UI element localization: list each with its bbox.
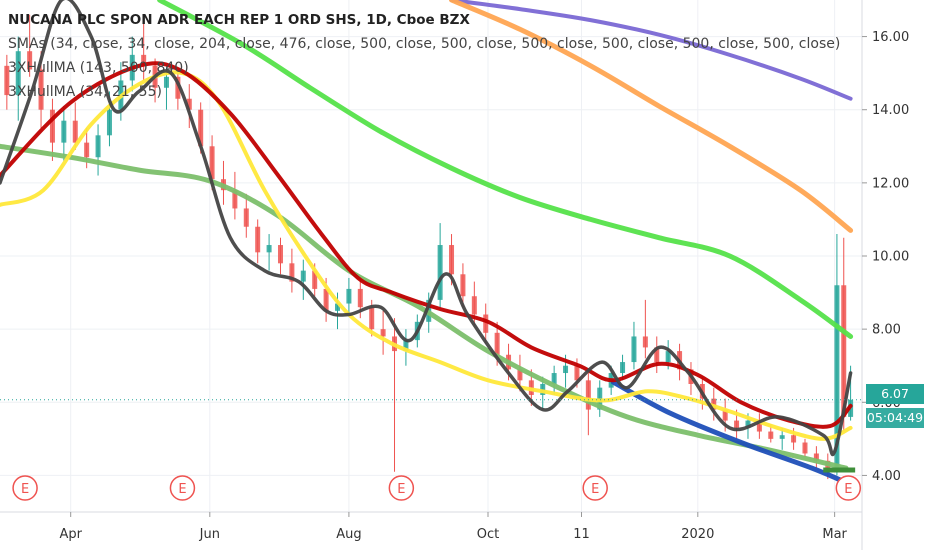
candle-body xyxy=(175,76,181,99)
candle-body xyxy=(460,274,466,297)
earnings-marker-label: E xyxy=(591,482,599,497)
series-line xyxy=(449,0,854,233)
candle-body xyxy=(802,442,808,454)
candle-body xyxy=(38,69,44,110)
candle-body xyxy=(289,263,295,282)
candle-body xyxy=(756,420,762,432)
y-tick-label: 16.00 xyxy=(872,30,909,45)
candle-body xyxy=(631,336,637,363)
candle-body xyxy=(232,190,238,209)
series-line xyxy=(0,143,849,471)
candle-body xyxy=(494,332,500,355)
bar-countdown: 05:04:49 xyxy=(866,408,924,428)
candle-body xyxy=(312,270,318,289)
candle-body xyxy=(734,420,740,428)
earnings-marker xyxy=(835,475,862,501)
candle-body xyxy=(813,453,819,461)
earnings-marker xyxy=(169,475,196,501)
candle-body xyxy=(768,431,774,439)
x-tick-label: Jun xyxy=(199,527,220,542)
legend-sma[interactable]: SMAs (34, close, 34, close, 204, close, … xyxy=(8,36,841,52)
candle-body xyxy=(791,435,797,443)
candle-body xyxy=(620,362,626,374)
candle-body xyxy=(163,76,169,88)
x-tick-label: Mar xyxy=(822,527,847,542)
earnings-marker xyxy=(388,475,415,501)
candle-body xyxy=(346,288,352,304)
candle-body xyxy=(665,351,671,363)
legend: NUCANA PLC SPON ADR EACH REP 1 ORD SHS, … xyxy=(8,8,840,104)
candle-body xyxy=(255,226,261,253)
candle-body xyxy=(585,380,591,410)
y-tick-label: 14.00 xyxy=(872,103,909,118)
candle-body xyxy=(834,285,840,472)
earnings-marker-label: E xyxy=(844,482,852,497)
candle-body xyxy=(15,51,21,96)
y-tick-label: 12.00 xyxy=(872,176,909,191)
candle-body xyxy=(49,109,55,143)
series-line xyxy=(0,70,853,441)
legend-title: NUCANA PLC SPON ADR EACH REP 1 ORD SHS, … xyxy=(8,12,470,28)
candle-body xyxy=(403,340,409,352)
earnings-marker xyxy=(582,475,608,501)
candle-body xyxy=(277,245,283,264)
candle-body xyxy=(369,307,375,330)
earnings-marker-label: E xyxy=(178,482,186,497)
candle-body xyxy=(186,98,192,110)
candle-body xyxy=(471,296,477,315)
candle-body xyxy=(357,288,363,308)
x-tick-label: Aug xyxy=(336,527,361,542)
candle-body xyxy=(722,409,728,421)
candle-body xyxy=(61,120,67,143)
x-tick-label: Apr xyxy=(59,527,82,542)
candle-body xyxy=(335,303,341,311)
earnings-marker-label: E xyxy=(397,482,405,497)
candle-body xyxy=(141,54,147,66)
candle-body xyxy=(745,420,751,428)
candle-body xyxy=(642,336,648,348)
series-line xyxy=(449,0,853,101)
candle-body xyxy=(300,270,306,282)
x-tick-label: 11 xyxy=(573,527,590,542)
earnings-marker xyxy=(12,475,38,501)
candle-body xyxy=(563,365,569,374)
series-line xyxy=(157,0,854,339)
y-tick-label: 10.00 xyxy=(872,250,909,265)
candle-body xyxy=(323,288,329,311)
series-line xyxy=(0,0,853,457)
candle-body xyxy=(95,135,101,158)
candle-body xyxy=(198,109,204,147)
candle-body xyxy=(483,314,489,333)
last-price-tag: 6.07 xyxy=(866,384,924,404)
series-line xyxy=(0,61,853,429)
candle-body xyxy=(841,285,847,417)
candle-body xyxy=(84,142,90,158)
series-line xyxy=(610,379,854,488)
candle-body xyxy=(517,369,523,381)
earnings-marker-label: E xyxy=(21,482,29,497)
candle-body xyxy=(4,65,10,96)
x-tick-label: Oct xyxy=(477,527,499,542)
legend-hull-long[interactable]: 3XHullMA (143, 500, 840) xyxy=(8,60,189,76)
candle-body xyxy=(266,245,272,253)
candle-body xyxy=(380,329,386,337)
candle-body xyxy=(72,120,78,143)
candle-body xyxy=(449,245,455,275)
candle-body xyxy=(27,51,33,70)
legend-hull-short[interactable]: 3XHullMA (34, 21, 55) xyxy=(8,84,162,100)
candle-body xyxy=(574,365,580,381)
candle-body xyxy=(551,373,557,384)
candle-body xyxy=(106,109,112,136)
y-tick-label: 8.00 xyxy=(872,323,901,338)
candle-body xyxy=(437,245,443,300)
candle-body xyxy=(779,435,785,439)
candle-body xyxy=(654,347,660,363)
candle-body xyxy=(209,146,215,180)
y-tick-label: 4.00 xyxy=(872,469,901,484)
x-tick-label: 2020 xyxy=(681,527,714,542)
candle-body xyxy=(243,208,249,227)
